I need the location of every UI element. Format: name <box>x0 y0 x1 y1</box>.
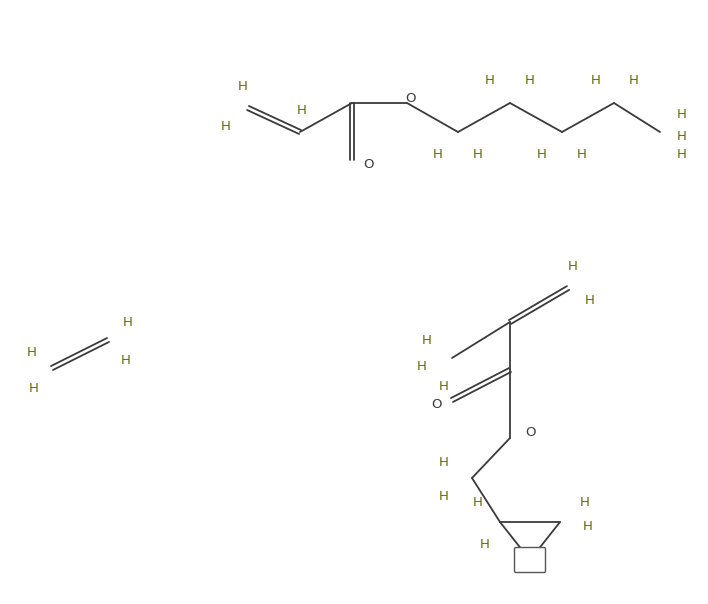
Text: O: O <box>405 91 416 104</box>
Text: O: O <box>525 553 535 567</box>
Text: H: H <box>480 538 490 550</box>
Text: H: H <box>473 147 483 161</box>
Text: H: H <box>433 147 443 161</box>
Text: H: H <box>27 345 37 359</box>
Text: H: H <box>238 80 248 92</box>
Text: H: H <box>123 315 133 329</box>
Text: H: H <box>677 130 687 144</box>
Text: H: H <box>677 108 687 121</box>
Text: H: H <box>577 147 587 161</box>
Text: H: H <box>537 147 547 161</box>
Text: H: H <box>29 382 39 394</box>
Text: H: H <box>439 457 449 469</box>
Text: H: H <box>297 103 307 117</box>
Text: H: H <box>485 74 495 88</box>
Text: O: O <box>525 426 535 440</box>
FancyBboxPatch shape <box>515 547 545 573</box>
Text: O: O <box>432 399 442 411</box>
Text: H: H <box>221 120 231 132</box>
Text: O: O <box>362 158 373 172</box>
Text: H: H <box>525 74 535 88</box>
Text: H: H <box>439 489 449 503</box>
Text: H: H <box>417 359 427 373</box>
Text: H: H <box>568 260 578 272</box>
Text: H: H <box>629 74 639 88</box>
Text: H: H <box>580 495 590 509</box>
Text: H: H <box>121 353 131 367</box>
Text: H: H <box>422 333 432 347</box>
Text: H: H <box>439 379 449 393</box>
Text: H: H <box>473 495 483 509</box>
Text: H: H <box>591 74 601 88</box>
Text: H: H <box>677 147 687 161</box>
Text: H: H <box>585 294 595 306</box>
Text: H: H <box>583 521 593 533</box>
